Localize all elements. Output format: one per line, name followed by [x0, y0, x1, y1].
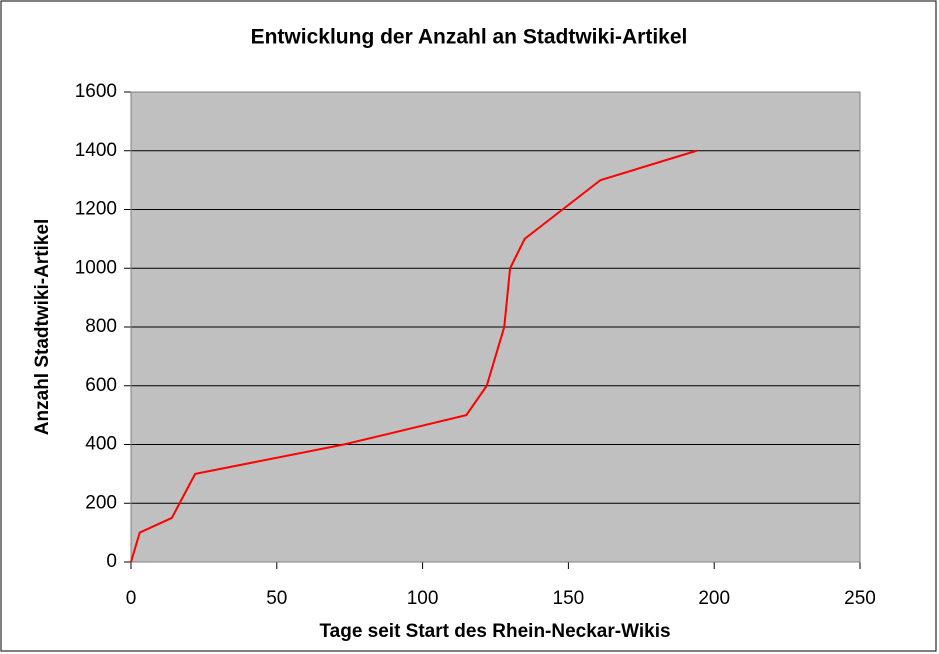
y-tick-label: 1000 [75, 257, 117, 278]
y-axis-label: Anzahl Stadtwiki-Artikel [32, 219, 53, 435]
data-line [130, 149, 697, 563]
x-axis-label: Tage seit Start des Rhein-Neckar-Wikis [319, 621, 670, 642]
y-tick-label: 1600 [75, 81, 117, 102]
y-tick-label: 800 [85, 316, 117, 337]
x-tick-label: 200 [698, 588, 730, 609]
y-tick-label: 200 [85, 492, 117, 513]
y-tick-label: 1400 [75, 140, 117, 161]
y-tick-label: 1200 [75, 199, 117, 220]
x-tick-label: 0 [126, 588, 137, 609]
y-tick-label: 400 [85, 434, 117, 455]
y-tick-label: 600 [85, 375, 117, 396]
x-tick-label: 150 [553, 588, 585, 609]
chart-title: Entwicklung der Anzahl an Stadtwiki-Arti… [251, 26, 688, 49]
y-tick-label: 0 [106, 551, 117, 572]
plot-border [130, 91, 861, 563]
x-tick-label: 50 [266, 588, 287, 609]
x-tick-label: 250 [844, 588, 876, 609]
x-tick-label: 100 [407, 588, 439, 609]
